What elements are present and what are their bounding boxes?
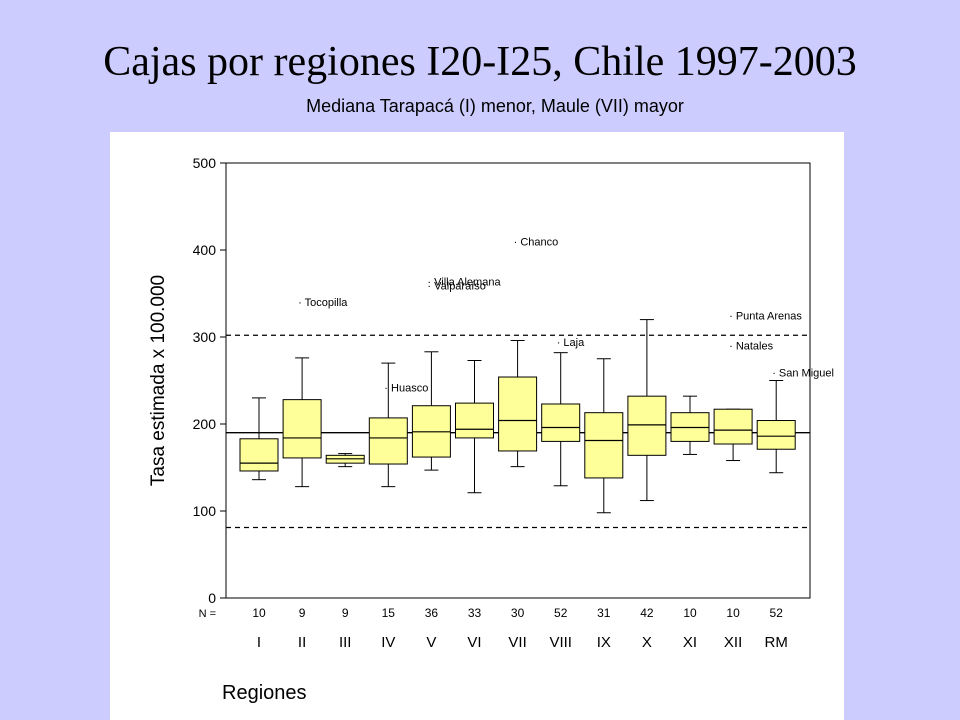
box-VIII <box>541 403 581 442</box>
n-value: 33 <box>468 606 482 620</box>
outlier-label: · Valparaíso <box>427 281 486 293</box>
box-RM <box>756 420 796 450</box>
box-IV <box>368 417 408 465</box>
category-label: VII <box>508 634 526 651</box>
box-X <box>627 395 667 456</box>
box-XII <box>713 408 753 445</box>
box-IX <box>584 412 624 479</box>
outlier-label: · San Miguel <box>772 368 834 380</box>
outlier-label: · Natales <box>729 341 774 353</box>
n-row-label: N = <box>199 608 216 620</box>
category-label: X <box>642 634 652 651</box>
box-VI <box>455 402 494 439</box>
box-VII <box>498 376 538 452</box>
chart-panel: 0 100 200 300 400 500 Tasa estimada x 100.000 ·… <box>110 132 844 720</box>
x-axis-title: Regiones <box>222 682 307 704</box>
outlier-label: · Laja <box>557 337 585 349</box>
n-value: 36 <box>425 606 439 620</box>
n-value: 15 <box>382 606 396 620</box>
boxplot-chart: 0 100 200 300 400 500 Tasa estimada x 100.000 ·… <box>148 155 834 704</box>
n-value: 52 <box>770 606 784 620</box>
category-label: IX <box>597 634 611 651</box>
y-tick-label: 0 <box>208 590 216 606</box>
category-label: XII <box>724 634 742 651</box>
category-label: V <box>426 634 436 651</box>
box-II <box>282 399 322 459</box>
n-value: 9 <box>299 606 306 620</box>
n-value: 10 <box>683 606 697 620</box>
y-tick-label: 400 <box>193 242 217 258</box>
n-value: 9 <box>342 606 349 620</box>
plot-frame <box>225 162 811 599</box>
outlier-label: · Chanco <box>514 236 559 248</box>
box-I <box>239 438 279 472</box>
y-tick-label: 300 <box>193 329 217 345</box>
outlier-label: · Punta Arenas <box>729 310 802 322</box>
outlier-label: · Huasco <box>384 382 428 394</box>
outlier-label: · Villa Alemana <box>427 276 501 288</box>
category-label: VIII <box>549 634 572 651</box>
outlier-label: · Tocopilla <box>298 297 348 309</box>
n-value: 10 <box>726 606 740 620</box>
y-tick-label: 500 <box>193 155 217 171</box>
n-value: 10 <box>252 606 266 620</box>
n-value: 42 <box>640 606 654 620</box>
n-value: 30 <box>511 606 525 620</box>
slide-title: Cajas por regiones I20-I25, Chile 1997-2… <box>103 39 857 85</box>
category-label: II <box>298 634 306 651</box>
category-label: I <box>257 634 261 651</box>
category-label: XI <box>683 634 697 651</box>
category-label: IV <box>381 634 395 651</box>
y-tick-label: 200 <box>193 416 217 432</box>
category-label: VI <box>467 634 481 651</box>
y-tick-label: 100 <box>193 503 217 519</box>
category-label: III <box>339 634 352 651</box>
n-value: 31 <box>597 606 611 620</box>
category-label: RM <box>765 634 788 651</box>
n-value: 52 <box>554 606 568 620</box>
y-axis-title: Tasa estimada x 100.000 <box>148 275 169 486</box>
slide-subtitle: Mediana Tarapacá (I) menor, Maule (VII) … <box>306 96 684 116</box>
